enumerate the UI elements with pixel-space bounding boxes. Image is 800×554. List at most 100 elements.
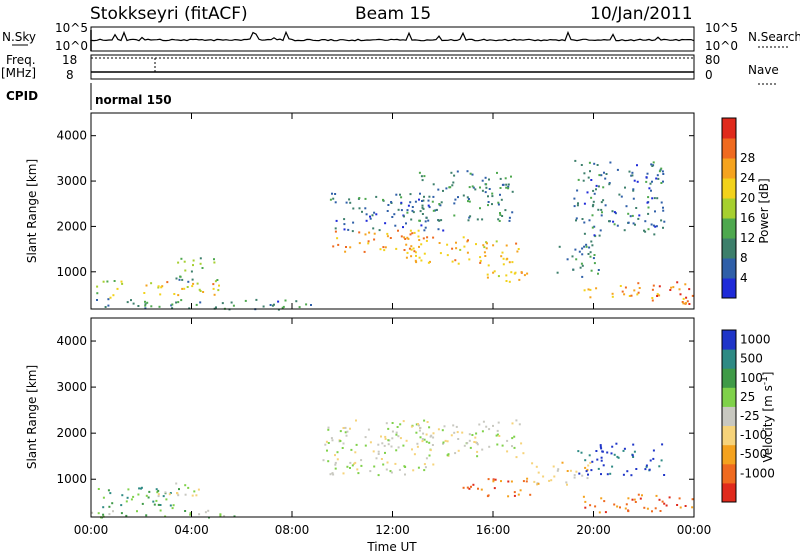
data-cell <box>399 437 402 440</box>
data-cell <box>525 480 528 483</box>
data-cell <box>431 444 434 446</box>
data-cell <box>391 437 394 440</box>
data-cell <box>632 222 635 225</box>
data-cell <box>423 469 426 472</box>
data-cell <box>635 468 638 470</box>
data-cell <box>187 486 190 489</box>
data-cell <box>102 513 105 516</box>
data-cell <box>432 463 435 466</box>
data-cell <box>571 255 574 258</box>
data-cell <box>425 239 428 242</box>
freq-label: Freq. <box>6 53 36 67</box>
colorbar-swatch <box>722 118 736 139</box>
data-cell <box>632 188 635 191</box>
data-cell <box>380 458 383 460</box>
data-cell <box>636 164 638 167</box>
data-cell <box>415 261 418 264</box>
data-cell <box>125 514 128 517</box>
data-cell <box>437 188 440 191</box>
data-cell <box>484 176 487 179</box>
data-cell <box>627 497 630 500</box>
data-cell <box>371 214 374 217</box>
data-cell <box>437 428 440 431</box>
data-cell <box>346 430 349 433</box>
data-cell <box>511 445 513 448</box>
colorbar-swatch <box>722 482 736 503</box>
data-cell <box>363 250 366 253</box>
data-cell <box>382 463 385 466</box>
data-cell <box>635 207 638 209</box>
data-cell <box>385 422 388 425</box>
cpid-label: CPID <box>6 89 38 103</box>
data-cell <box>662 173 665 175</box>
data-cell <box>216 279 219 281</box>
data-cell <box>626 470 629 473</box>
data-cell <box>121 494 124 497</box>
data-cell <box>269 304 272 306</box>
data-cell <box>466 196 469 199</box>
data-cell <box>399 193 401 196</box>
data-cell <box>411 209 414 212</box>
data-cell <box>160 286 163 289</box>
data-cell <box>660 459 663 462</box>
data-cell <box>282 305 285 308</box>
data-cell <box>409 233 412 236</box>
data-cell <box>189 513 192 516</box>
data-cell <box>364 207 367 210</box>
data-cell <box>498 220 501 222</box>
data-cell <box>645 180 648 183</box>
data-cell <box>428 441 431 444</box>
data-cell <box>495 434 498 437</box>
beam-title: Beam 15 <box>355 4 431 24</box>
data-cell <box>493 270 496 273</box>
data-cell <box>581 218 584 220</box>
data-cell <box>588 219 591 222</box>
data-cell <box>144 304 147 307</box>
data-cell <box>466 251 469 254</box>
data-cell <box>324 443 327 446</box>
data-cell <box>421 440 424 443</box>
data-cell <box>482 244 485 247</box>
data-cell <box>633 179 636 182</box>
data-cell <box>614 212 617 215</box>
data-cell <box>345 246 347 248</box>
data-cell <box>424 466 427 469</box>
data-cell <box>587 176 590 179</box>
colorbar-swatch <box>722 198 736 219</box>
data-cell <box>654 225 657 228</box>
data-cell <box>619 285 622 287</box>
data-cell <box>453 431 456 434</box>
data-cell <box>536 483 538 486</box>
data-cell <box>451 247 454 250</box>
data-cell <box>396 426 399 428</box>
data-cell <box>410 248 413 251</box>
data-cell <box>485 241 488 244</box>
data-cell <box>597 269 600 271</box>
data-cell <box>164 491 167 494</box>
data-cell <box>113 280 116 282</box>
data-cell <box>573 476 576 479</box>
data-cell <box>462 486 465 489</box>
data-cell <box>522 480 525 483</box>
data-cell <box>590 240 593 243</box>
data-cell <box>505 186 508 189</box>
data-cell <box>159 509 162 512</box>
data-cell <box>351 464 354 467</box>
data-cell <box>344 426 347 429</box>
data-cell <box>593 254 596 256</box>
data-cell <box>382 246 385 249</box>
data-cell <box>632 189 635 192</box>
data-cell <box>198 288 201 291</box>
data-cell <box>420 259 423 262</box>
data-cell <box>487 195 489 198</box>
data-cell <box>451 260 454 263</box>
x-tick-label: 20:00 <box>576 523 611 537</box>
data-cell <box>176 492 178 494</box>
data-cell <box>112 294 115 297</box>
data-cell <box>609 472 612 475</box>
colorbar-tick-label: 4 <box>740 271 748 285</box>
data-cell <box>587 473 589 476</box>
data-cell <box>660 182 663 184</box>
data-cell <box>511 422 514 425</box>
data-cell <box>630 174 633 177</box>
